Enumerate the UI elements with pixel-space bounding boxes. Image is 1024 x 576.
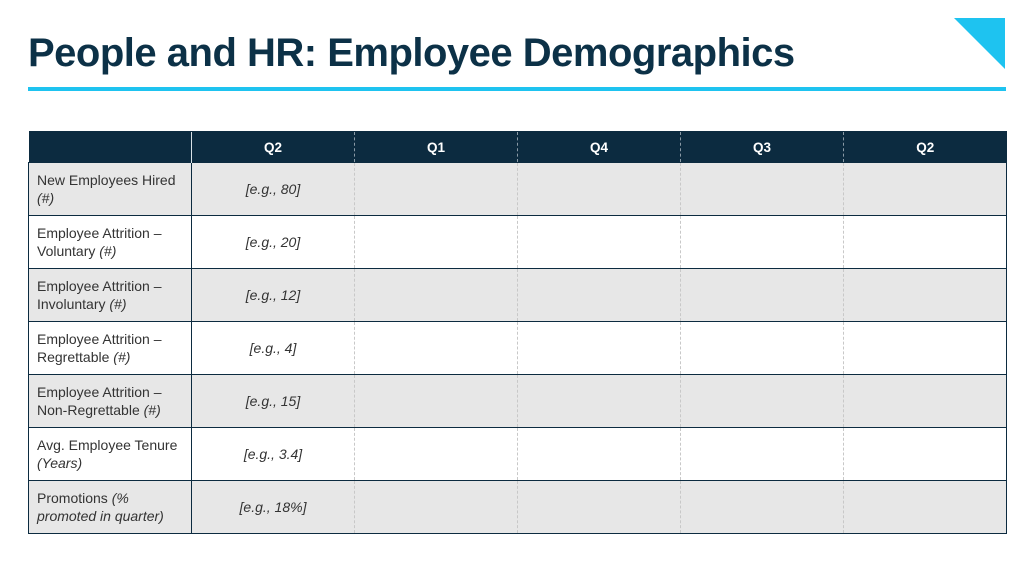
row-unit: (#): [143, 402, 161, 418]
row-unit: (#): [113, 349, 131, 365]
column-header-q: Q1: [354, 131, 518, 163]
table-row: New Employees Hired (#) [e.g., 80]: [28, 162, 1007, 216]
table-cell: [354, 427, 518, 481]
corner-triangle-icon: [954, 18, 1005, 69]
column-header-q: Q2: [843, 131, 1007, 163]
table-cell: [354, 268, 518, 322]
table-cell: [843, 427, 1007, 481]
table-cell: [680, 321, 844, 375]
title-underline: [28, 87, 1006, 91]
table-cell: [517, 427, 681, 481]
table-cell: [680, 374, 844, 428]
sample-value: [e.g., 3.4]: [191, 427, 355, 481]
table-cell: [517, 268, 681, 322]
table-cell: [843, 162, 1007, 216]
page-title: People and HR: Employee Demographics: [28, 31, 795, 75]
row-unit: (#): [99, 243, 117, 259]
table-cell: [354, 321, 518, 375]
table-row: Employee Attrition – Involuntary (#) [e.…: [28, 268, 1007, 322]
row-label: Avg. Employee Tenure (Years): [28, 427, 192, 481]
table-row: Employee Attrition – Voluntary (#) [e.g.…: [28, 215, 1007, 269]
table-row: Promotions (% promoted in quarter) [e.g.…: [28, 480, 1007, 534]
table-cell: [517, 321, 681, 375]
column-header-q: Q2: [191, 131, 355, 163]
column-header-q: Q3: [680, 131, 844, 163]
table-cell: [517, 215, 681, 269]
table-cell: [680, 162, 844, 216]
table-cell: [517, 162, 681, 216]
row-unit: (#): [109, 296, 127, 312]
row-label-text: Avg. Employee Tenure: [37, 437, 178, 453]
row-label-text: Promotions: [37, 490, 108, 506]
table-cell: [354, 162, 518, 216]
row-label-text: Employee Attrition – Regrettable: [37, 331, 162, 365]
table-cell: [354, 480, 518, 534]
table-row: Employee Attrition – Regrettable (#) [e.…: [28, 321, 1007, 375]
row-label-text: Employee Attrition – Non-Regrettable: [37, 384, 162, 418]
table-row: Avg. Employee Tenure (Years) [e.g., 3.4]: [28, 427, 1007, 481]
sample-value: [e.g., 15]: [191, 374, 355, 428]
table-row: Employee Attrition – Non-Regrettable (#)…: [28, 374, 1007, 428]
table-cell: [843, 268, 1007, 322]
table-cell: [354, 215, 518, 269]
row-unit: (Years): [37, 455, 83, 471]
row-label: New Employees Hired (#): [28, 162, 192, 216]
row-unit: (% promoted in quarter): [37, 490, 164, 524]
row-label: Employee Attrition – Regrettable (#): [28, 321, 192, 375]
table-cell: [843, 215, 1007, 269]
row-label: Promotions (% promoted in quarter): [28, 480, 192, 534]
row-label: Employee Attrition – Voluntary (#): [28, 215, 192, 269]
row-label-text: New Employees Hired: [37, 172, 176, 188]
table-header-row: Q2 Q1 Q4 Q3 Q2: [28, 131, 1007, 163]
table-cell: [843, 374, 1007, 428]
table-cell: [354, 374, 518, 428]
sample-value: [e.g., 20]: [191, 215, 355, 269]
table-cell: [680, 427, 844, 481]
demographics-table: Q2 Q1 Q4 Q3 Q2 New Employees Hired (#) […: [28, 131, 1007, 534]
sample-value: [e.g., 18%]: [191, 480, 355, 534]
sample-value: [e.g., 80]: [191, 162, 355, 216]
column-header-label: [28, 131, 192, 163]
table-cell: [680, 268, 844, 322]
table-cell: [843, 321, 1007, 375]
table-cell: [517, 480, 681, 534]
row-unit: (#): [37, 190, 55, 206]
sample-value: [e.g., 4]: [191, 321, 355, 375]
table-cell: [517, 374, 681, 428]
table-cell: [843, 480, 1007, 534]
row-label: Employee Attrition – Non-Regrettable (#): [28, 374, 192, 428]
row-label-text: Employee Attrition – Voluntary: [37, 225, 162, 259]
column-header-q: Q4: [517, 131, 681, 163]
row-label: Employee Attrition – Involuntary (#): [28, 268, 192, 322]
sample-value: [e.g., 12]: [191, 268, 355, 322]
table-cell: [680, 480, 844, 534]
row-label-text: Employee Attrition – Involuntary: [37, 278, 162, 312]
table-cell: [680, 215, 844, 269]
